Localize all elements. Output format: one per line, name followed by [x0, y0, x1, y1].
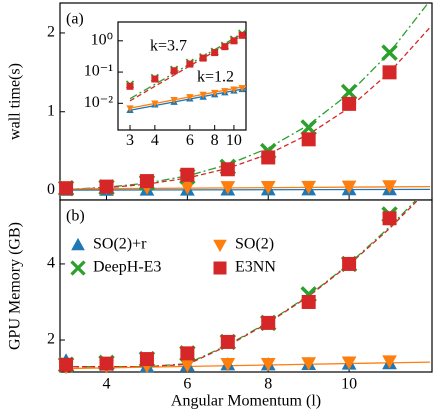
data-point [170, 67, 178, 75]
data-point [341, 180, 357, 194]
data-point [301, 132, 316, 147]
y-tick-label: 0 [47, 181, 55, 198]
data-point [261, 150, 276, 165]
data-point [301, 357, 317, 371]
data-point [59, 181, 74, 196]
x-tick-label: 6 [186, 132, 194, 149]
data-point [230, 37, 238, 45]
data-point [238, 31, 246, 39]
data-point [301, 180, 317, 195]
legend-label: DeepH-E3 [93, 259, 161, 276]
y-tick-label: 2 [47, 331, 55, 348]
data-point [341, 356, 357, 370]
data-point [220, 162, 235, 177]
data-point [301, 294, 316, 309]
data-point [238, 85, 246, 92]
data-point [199, 91, 207, 99]
data-point [382, 180, 397, 194]
data-point [180, 359, 195, 373]
legend-marker [70, 260, 86, 276]
data-point [180, 181, 195, 195]
fit-line [66, 3, 429, 191]
data-point [139, 174, 154, 189]
data-point [261, 315, 276, 330]
data-point [381, 44, 398, 61]
data-point [180, 167, 195, 182]
fit-line [66, 26, 431, 191]
data-point [340, 83, 358, 101]
x-tick-label: 3 [126, 132, 134, 149]
data-point [342, 256, 357, 271]
data-point [221, 88, 229, 95]
panel-label: (a) [66, 11, 84, 28]
y-tick-label: 1 [47, 102, 55, 119]
data-point [99, 356, 114, 371]
data-point [211, 49, 219, 57]
plot-area [59, 199, 433, 373]
data-point [221, 43, 229, 51]
legend-marker [213, 239, 227, 253]
x-tick-label: 10 [226, 132, 242, 149]
annotation: k=3.7 [150, 38, 187, 55]
data-point [382, 211, 397, 226]
y-tick-label: 10⁻¹ [84, 63, 113, 80]
legend-marker [71, 237, 85, 251]
data-point [151, 100, 159, 108]
data-point [211, 89, 219, 97]
annotation: k=1.2 [197, 69, 234, 86]
y-axis-label: GPU Memory (GB) [7, 222, 24, 350]
data-point [170, 96, 178, 104]
legend-label: SO(2)+r [93, 236, 147, 253]
data-point [382, 355, 397, 369]
y-axis-label: wall time(s) [7, 63, 24, 140]
data-point [220, 181, 236, 195]
data-point [220, 334, 235, 349]
y-tick-label: 10⁰ [91, 31, 113, 48]
x-tick-label: 8 [211, 132, 219, 149]
data-point [151, 75, 159, 83]
data-point [99, 179, 114, 194]
y-tick-label: 4 [47, 255, 55, 272]
data-point [126, 105, 134, 113]
plot-area [117, 21, 247, 131]
x-tick-label: 10 [341, 375, 357, 392]
data-point [199, 54, 207, 62]
fit-line [66, 185, 430, 190]
y-tick-label: 2 [47, 24, 55, 41]
data-point [186, 94, 194, 101]
panel-label: (b) [66, 208, 85, 225]
legend-label: SO(2) [235, 236, 274, 253]
legend-label: E3NN [235, 259, 276, 276]
x-axis-label: Angular Momentum (l) [171, 393, 321, 410]
x-tick-label: 6 [183, 375, 191, 392]
data-point [139, 352, 154, 367]
data-point [260, 358, 276, 372]
data-point [260, 181, 276, 195]
data-point [186, 60, 194, 68]
data-point [300, 119, 317, 136]
fit-line [66, 200, 419, 368]
x-tick-label: 8 [264, 375, 272, 392]
data-point [230, 86, 238, 94]
data-point [220, 358, 236, 372]
series-lines [66, 3, 431, 191]
data-point [180, 346, 195, 361]
legend-marker [213, 261, 227, 275]
data-point [59, 357, 74, 372]
series-lines [66, 200, 430, 370]
data-point [126, 82, 134, 90]
fit-line [66, 361, 430, 370]
y-tick-label: 10⁻² [84, 94, 113, 111]
data-point [382, 65, 397, 80]
data-point [342, 96, 357, 111]
x-tick-label: 4 [151, 132, 159, 149]
x-tick-label: 4 [103, 375, 111, 392]
fit-line [66, 188, 430, 191]
